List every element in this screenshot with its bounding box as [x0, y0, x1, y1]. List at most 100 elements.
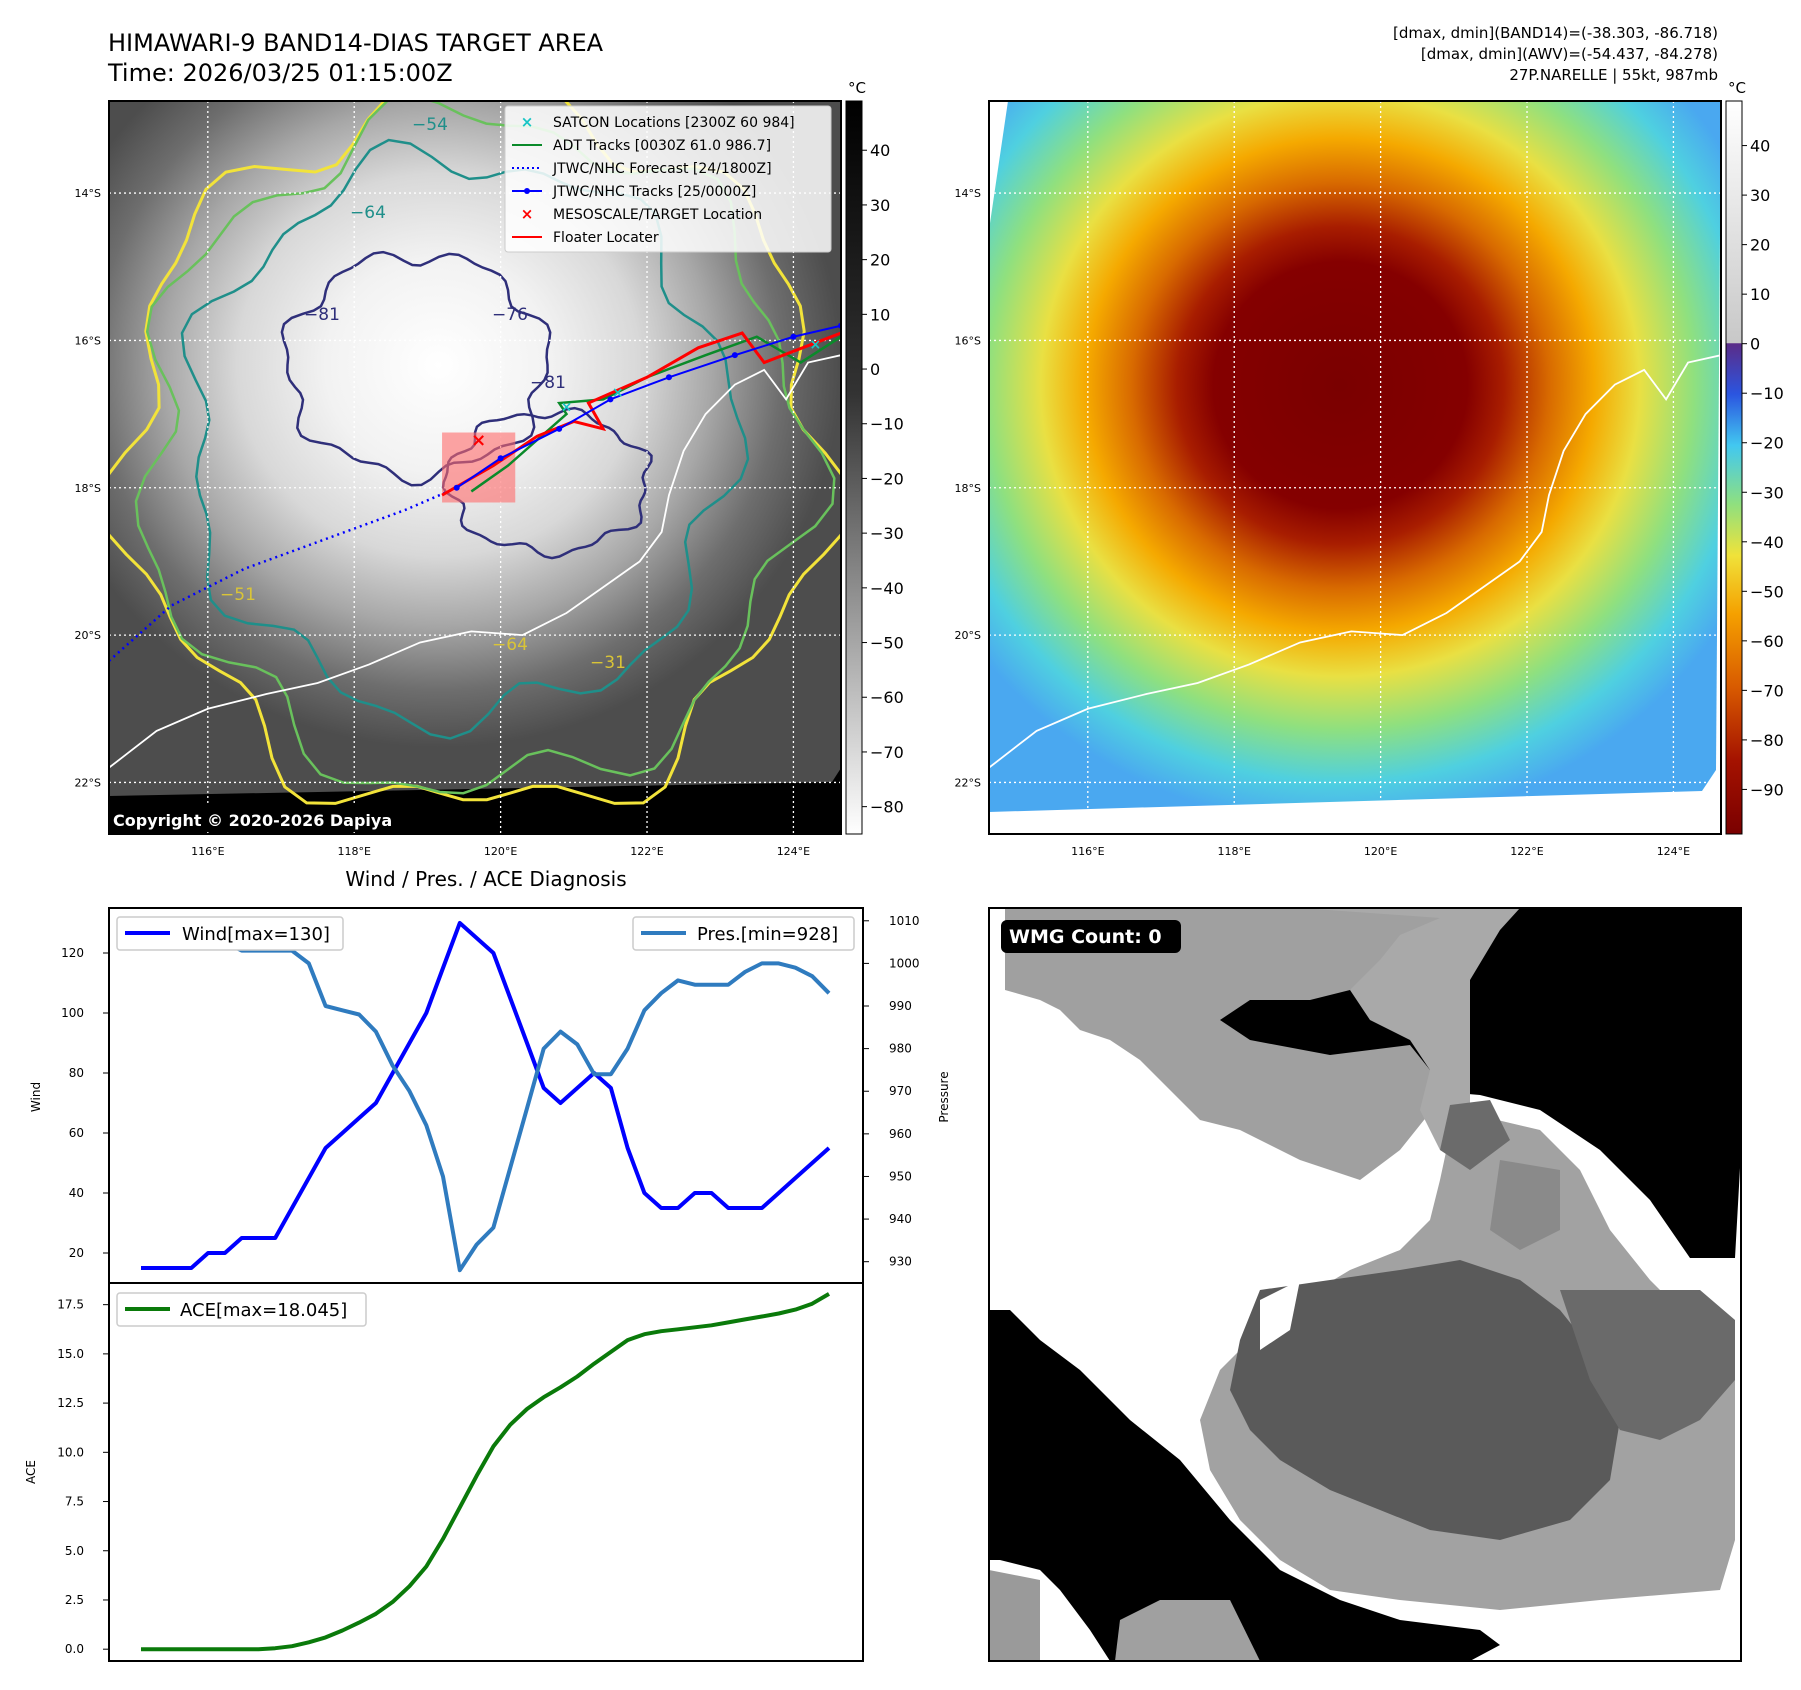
wind-axes-frame [108, 907, 864, 1284]
pressure-y-ticks: 930 940 950 960 970 980 990 1000 1010 [863, 914, 920, 1269]
left-map-panel: × × × × Copyright © 2020-2026 Dapiya −54 −64… [75, 100, 842, 858]
wmg-midgray-region [1490, 1160, 1560, 1250]
colorbar-tick-label: 40 [870, 141, 890, 160]
info-line-1: [dmax, dmin](BAND14)=(-38.303, -86.718) [1393, 24, 1718, 42]
target-marker: × [471, 430, 486, 451]
ace-panel: 0.0 2.5 5.0 7.5 10.0 12.5 15.0 17.5 ACE ACE[max… [24, 1282, 864, 1662]
wind-tick-label: 40 [69, 1186, 84, 1200]
wmg-lightgray-region-5 [989, 1570, 1040, 1661]
title-line-2: Time: 2026/03/25 01:15:00Z [107, 59, 453, 87]
ace-y-ticks: 0.0 2.5 5.0 7.5 10.0 12.5 15.0 17.5 [57, 1298, 109, 1656]
jtwc-track-point [607, 396, 614, 403]
left-tracks: × × × × [109, 322, 841, 662]
title-line-1: HIMAWARI-9 BAND14-DIAS TARGET AREA [108, 29, 604, 57]
colorbar-tick-label: −30 [1750, 483, 1784, 502]
legend-label: JTWC/NHC Forecast [24/1800Z] [552, 161, 772, 177]
pressure-tick-label: 970 [889, 1084, 912, 1098]
contour-label: −76 [492, 305, 528, 325]
legend: × SATCON Locations [2300Z 60 984] ADT Trac… [504, 105, 832, 253]
pressure-tick-label: 930 [889, 1255, 912, 1269]
satcon-marker: × [612, 385, 624, 401]
ace-tick-label: 0.0 [65, 1642, 84, 1656]
info-line-2: [dmax, dmin](AWV)=(-54.437, -84.278) [1421, 45, 1718, 63]
left-colorbar: °C 40 30 20 10 0 −10 −20 −30 −40 −50 −60 −70 −80 [845, 79, 904, 835]
jtwc-track [456, 324, 841, 489]
left-gridlines [109, 101, 841, 834]
contour-label: −54 [412, 115, 448, 135]
ace-tick-label: 12.5 [57, 1396, 84, 1410]
wmg-darkgray-region-2 [1560, 1290, 1735, 1440]
wmg-lightgray-region-1 [1005, 908, 1460, 1180]
lat-tick-label: 16°S [955, 334, 981, 347]
coastline-path [109, 354, 841, 769]
jtwc-track-point [665, 374, 672, 381]
jtwc-track-point [731, 352, 738, 359]
lon-tick-label: 124°E [777, 845, 810, 858]
contour-label: −64 [492, 635, 528, 655]
lat-tick-label: 20°S [75, 629, 101, 642]
colorbar-tick-label: −60 [870, 688, 904, 707]
copyright-text: Copyright © 2020-2026 Dapiya [113, 811, 392, 830]
lon-tick-label: 122°E [1510, 845, 1543, 858]
floater-track [441, 331, 841, 497]
contour-label: −64 [350, 203, 386, 223]
ace-axis-label: ACE [24, 1460, 38, 1484]
wmg-frame [988, 907, 1742, 1662]
colorbar-tick-label: −20 [870, 469, 904, 488]
wind-pressure-panel: Wind / Pres. / ACE Diagnosis 20 40 60 80 100… [29, 867, 951, 1284]
lat-tick-label: 16°S [75, 334, 101, 347]
lat-tick-label: 20°S [955, 629, 981, 642]
lat-tick-label: 14°S [955, 187, 981, 200]
ace-legend-box [116, 1292, 367, 1327]
lon-tick-label: 116°E [191, 845, 224, 858]
lat-tick-label: 22°S [75, 776, 101, 789]
left-coastline [109, 354, 841, 769]
colorbar-tick-label: −80 [1750, 731, 1784, 750]
lon-tick-label: 122°E [630, 845, 663, 858]
pressure-tick-label: 990 [889, 999, 912, 1013]
right-map-frame [988, 100, 1722, 835]
right-map-panel: 14°S 16°S 18°S 20°S 22°S 116°E 118°E 120°E 122°E… [955, 100, 1722, 858]
wmg-darkgray-region-3 [1440, 1100, 1510, 1170]
lon-tick-label: 120°E [484, 845, 517, 858]
ace-tick-label: 2.5 [65, 1593, 84, 1607]
colorbar-tick-label: −80 [870, 798, 904, 817]
wind-legend-label: Wind[max=130] [182, 924, 330, 945]
wind-series-line [141, 921, 831, 1270]
satcon-marker: × [810, 337, 822, 353]
legend-box [504, 105, 832, 253]
ace-tick-label: 15.0 [57, 1347, 84, 1361]
colorbar-tick-label: 10 [870, 305, 890, 324]
ace-series-line [141, 1292, 831, 1652]
info-line-3: 27P.NARELLE | 55kt, 987mb [1509, 66, 1718, 84]
colorbar-tick-label: −90 [1750, 780, 1784, 799]
contour-label: −31 [590, 653, 626, 673]
right-map-ticks: 14°S 16°S 18°S 20°S 22°S 116°E 118°E 120°E 122°E… [955, 187, 1691, 858]
colorbar-tick-label: −40 [870, 579, 904, 598]
ace-tick-label: 10.0 [57, 1445, 84, 1459]
wind-legend-box [116, 916, 344, 951]
lon-tick-label: 118°E [1217, 845, 1250, 858]
legend-label: MESOSCALE/TARGET Location [553, 207, 762, 223]
right-colorbar: °C 40 30 20 10 0 −10 −20 −30 −40 −50 −60 −70 −80 −90 [1725, 79, 1784, 835]
pressure-tick-label: 1000 [889, 956, 920, 970]
ace-axes-frame [108, 1282, 864, 1662]
contour-label: −51 [220, 585, 256, 605]
colorbar-tick-label: 10 [1750, 285, 1770, 304]
wind-y-ticks: 20 40 60 80 100 120 [61, 946, 109, 1260]
right-colorbar-bar [1725, 100, 1743, 835]
legend-marker: × [521, 205, 534, 223]
coastline-path [989, 354, 1721, 769]
contour-label: −81 [304, 305, 340, 325]
lat-tick-label: 18°S [955, 482, 981, 495]
wind-tick-label: 20 [69, 1246, 84, 1260]
ace-tick-label: 17.5 [57, 1298, 84, 1312]
wmg-lightgray-region-2 [1300, 908, 1520, 1150]
colorbar-tick-label: 20 [870, 251, 890, 270]
legend-label: ADT Tracks [0030Z 61.0 986.7] [553, 138, 771, 154]
wmg-black-region-2 [989, 1310, 1500, 1661]
pressure-tick-label: 960 [889, 1127, 912, 1141]
colorbar-tick-label: 30 [1750, 186, 1770, 205]
pressure-axis-label: Pressure [937, 1071, 951, 1122]
